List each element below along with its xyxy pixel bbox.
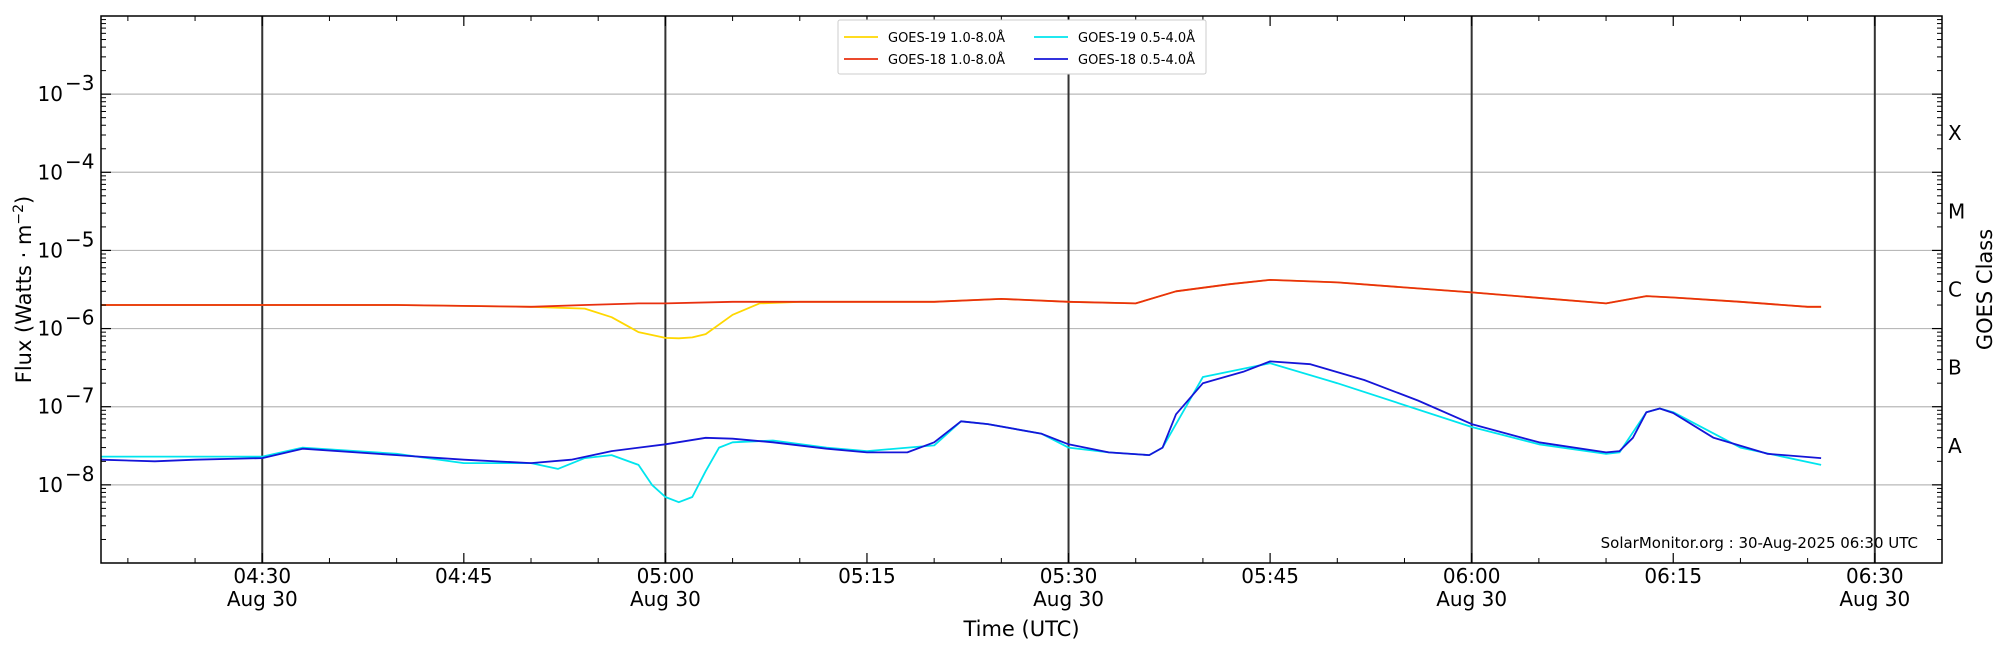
series-line [101, 278, 1822, 340]
x-tick-date-label: Aug 30 [1839, 587, 1910, 611]
y-tick-exponent: −7 [65, 384, 94, 408]
x-tick-label: 05:45 [1241, 564, 1299, 588]
x-tick-label: 06:30 [1846, 564, 1904, 588]
y-tick-label: 10 [38, 238, 63, 262]
series-line [101, 362, 1822, 504]
x-tick-date-label: Aug 30 [227, 587, 298, 611]
credit-text: SolarMonitor.org : 30-Aug-2025 06:30 UTC [1601, 534, 1918, 552]
y-tick-exponent: −4 [65, 149, 94, 173]
x-tick-label: 05:00 [637, 564, 695, 588]
y-tick-exponent: −6 [65, 306, 94, 330]
x-tick-label: 05:15 [838, 564, 896, 588]
x-tick-date-label: Aug 30 [630, 587, 701, 611]
y-tick-label: 10 [38, 317, 63, 341]
legend-label: GOES-19 0.5-4.0Å [1078, 30, 1195, 46]
half-hour-lines [261, 16, 1876, 563]
y-tick-label: 10 [38, 395, 63, 419]
y-axis-title: Flux (Watts · m−2) [11, 196, 36, 384]
x-tick-date-label: Aug 30 [1436, 587, 1507, 611]
goes-class-axis-title: GOES Class [1973, 229, 1997, 350]
legend-label: GOES-19 1.0-8.0Å [888, 30, 1005, 46]
legend: GOES-19 1.0-8.0Å GOES-18 1.0-8.0Å GOES-19 … [837, 19, 1207, 75]
y-tick-exponent: −8 [65, 462, 94, 486]
series-layer [100, 278, 1822, 504]
x-tick-label: 06:15 [1644, 564, 1702, 588]
plot-frame [100, 15, 1943, 564]
x-tick-label: 05:30 [1040, 564, 1098, 588]
goes-class-label: C [1948, 278, 1962, 302]
y-tick-label: 10 [38, 82, 63, 106]
legend-label: GOES-18 1.0-8.0Å [888, 52, 1005, 68]
goes-class-label: A [1948, 434, 1962, 458]
goes-class-label: B [1948, 356, 1962, 380]
x-tick-date-label: Aug 30 [1033, 587, 1104, 611]
goes-class-label: M [1948, 199, 1965, 223]
series-line [101, 278, 1822, 308]
goes-class-labels: A B C M X [1948, 121, 1965, 458]
y-tick-labels: 10−810−710−610−510−410−3 [38, 71, 95, 497]
x-tick-label: 04:30 [233, 564, 291, 588]
y-tick-label: 10 [38, 473, 63, 497]
x-axis-title: Time (UTC) [962, 617, 1079, 641]
x-tick-label: 04:45 [435, 564, 493, 588]
goes-class-label: X [1948, 121, 1962, 145]
y-tick-exponent: −5 [65, 227, 94, 251]
grid-layer [101, 93, 1942, 486]
y-tick-exponent: −3 [65, 71, 94, 95]
y-tick-label: 10 [38, 160, 63, 184]
legend-label: GOES-18 0.5-4.0Å [1078, 52, 1195, 68]
tick-layer [101, 16, 1943, 563]
legend-box [837, 19, 1207, 75]
series-line [100, 360, 1822, 465]
x-tick-label: 06:00 [1443, 564, 1501, 588]
